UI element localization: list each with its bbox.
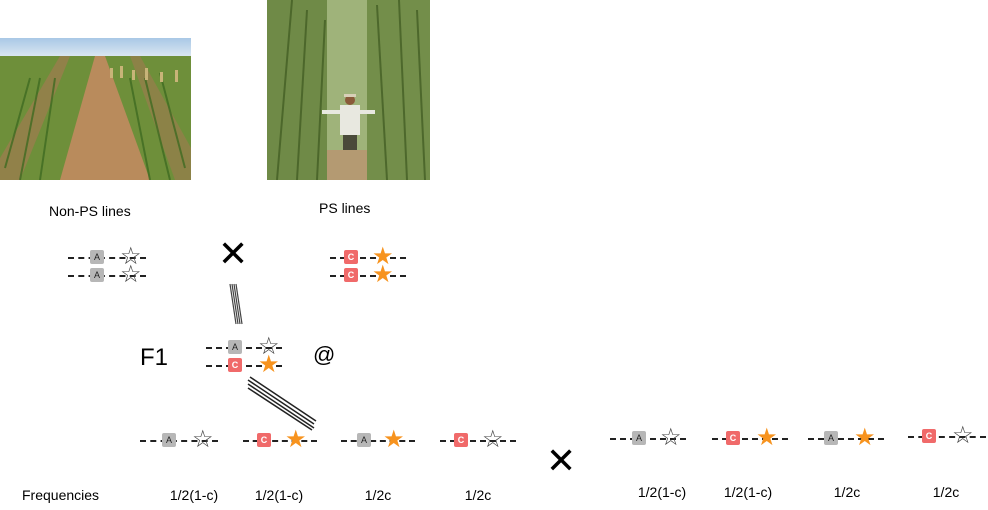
filled-star-icon: ★ <box>756 424 778 451</box>
allele-a: A <box>228 340 242 354</box>
allele-c: C <box>726 431 740 445</box>
cross-symbol: ✕ <box>218 233 249 274</box>
arrow-to-f1 <box>229 283 243 325</box>
gamete-right-4: C ☆ <box>908 422 988 449</box>
frequency-left-4: 1/2c <box>464 487 492 503</box>
allele-a: A <box>632 431 646 445</box>
frequency-right-1: 1/2(1-c) <box>637 484 687 500</box>
allele-a: A <box>90 250 104 264</box>
allele-a: A <box>90 268 104 282</box>
empty-star-icon: ☆ <box>120 243 142 270</box>
non-ps-chromosome-1: A ☆ <box>68 243 148 270</box>
frequency-left-2: 1/2(1-c) <box>254 487 304 503</box>
gamete-right-1: A ☆ <box>610 424 690 451</box>
f1-label: F1 <box>140 344 169 371</box>
gamete-left-3: A ★ <box>341 426 421 453</box>
frequency-right-4: 1/2c <box>932 484 960 500</box>
allele-c: C <box>922 429 936 443</box>
frequency-right-2: 1/2(1-c) <box>723 484 773 500</box>
filled-star-icon: ★ <box>258 351 280 378</box>
non-ps-chromosome-2: A ☆ <box>68 261 148 288</box>
filled-star-icon: ★ <box>383 426 405 453</box>
allele-a: A <box>162 433 176 447</box>
filled-star-icon: ★ <box>372 261 394 288</box>
allele-a: A <box>824 431 838 445</box>
empty-star-icon: ☆ <box>482 426 504 453</box>
non-ps-field-photo <box>0 38 191 180</box>
ps-field-photo <box>267 0 430 180</box>
filled-star-icon: ★ <box>285 426 307 453</box>
frequency-left-3: 1/2c <box>364 487 392 503</box>
filled-star-icon: ★ <box>854 424 876 451</box>
cross-symbol-gametes: ✕ <box>546 440 577 481</box>
frequencies-label: Frequencies <box>22 487 100 503</box>
non-ps-lines-label: Non-PS lines <box>49 203 131 219</box>
arrow-to-gametes <box>247 376 317 431</box>
gamete-right-3: A ★ <box>808 424 888 451</box>
empty-star-icon: ☆ <box>952 422 974 449</box>
ps-lines-label: PS lines <box>319 200 371 216</box>
gamete-left-4: C ☆ <box>440 426 520 453</box>
allele-c: C <box>454 433 468 447</box>
allele-c: C <box>228 358 242 372</box>
empty-star-icon: ☆ <box>258 333 280 360</box>
empty-star-icon: ☆ <box>660 424 682 451</box>
allele-a: A <box>357 433 371 447</box>
empty-star-icon: ☆ <box>192 426 214 453</box>
gamete-left-2: C ★ <box>243 426 323 453</box>
frequency-left-1: 1/2(1-c) <box>169 487 219 503</box>
allele-c: C <box>344 250 358 264</box>
allele-c: C <box>257 433 271 447</box>
ps-chromosome-1: C ★ <box>330 243 410 270</box>
frequency-right-3: 1/2c <box>833 484 861 500</box>
filled-star-icon: ★ <box>372 243 394 270</box>
allele-c: C <box>344 268 358 282</box>
ps-chromosome-2: C ★ <box>330 261 410 288</box>
f1-chromosome-1: A ☆ <box>206 333 286 360</box>
at-symbol: @ <box>313 342 336 367</box>
f1-chromosome-2: C ★ <box>206 351 286 378</box>
gamete-left-1: A ☆ <box>140 426 220 453</box>
gamete-right-2: C ★ <box>712 424 792 451</box>
empty-star-icon: ☆ <box>120 261 142 288</box>
